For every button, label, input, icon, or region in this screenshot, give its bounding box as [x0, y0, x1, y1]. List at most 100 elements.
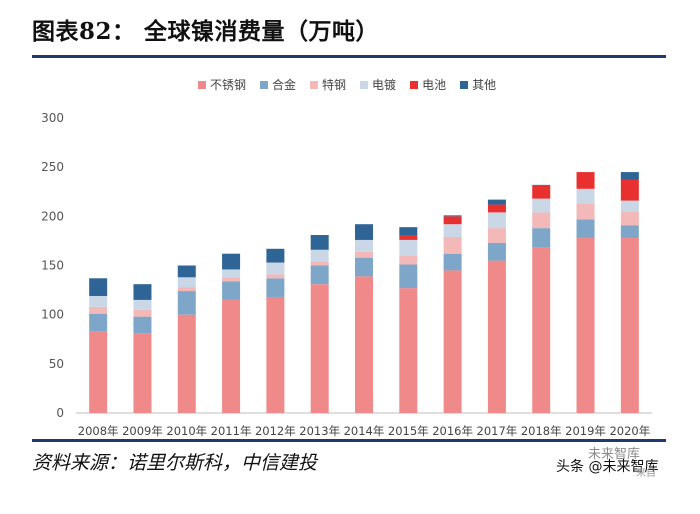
bar-segment-2	[310, 261, 329, 266]
legend-swatch	[310, 80, 319, 89]
bar-segment-1	[443, 253, 462, 271]
bar-segment-5	[310, 235, 329, 250]
bar-segment-0	[222, 299, 241, 413]
bar-segment-0	[355, 276, 373, 413]
y-tick-label: 0	[56, 406, 64, 420]
chart-title: 图表82： 全球镍消费量（万吨）	[32, 18, 380, 45]
bar-segment-2	[266, 274, 285, 279]
y-tick-label: 300	[41, 111, 64, 125]
x-tick-label: 2008年	[78, 424, 119, 438]
y-tick-label: 150	[41, 259, 64, 273]
bar-segment-3	[620, 200, 639, 212]
x-tick-label: 2011年	[211, 424, 252, 438]
bar-segment-4	[532, 185, 551, 199]
bar-segment-1	[266, 278, 285, 297]
legend-label: 不锈钢	[210, 78, 247, 92]
legend-swatch	[460, 80, 469, 89]
bar-segment-2	[399, 255, 418, 265]
bar-segment-5	[266, 248, 285, 263]
bar-segment-0	[177, 314, 196, 413]
x-tick-label: 2013年	[299, 424, 340, 438]
bar-segment-4	[576, 172, 595, 189]
footer-divider	[32, 439, 666, 442]
bar-segment-0	[576, 237, 595, 413]
bar-segment-2	[532, 212, 551, 229]
bar-segment-0	[532, 247, 551, 413]
bar-segment-3	[399, 239, 418, 256]
bar-segment-3	[532, 198, 551, 213]
x-tick-label: 2020年	[609, 424, 650, 438]
legend-label: 其他	[472, 78, 497, 92]
legend-item-5: 其他	[460, 76, 496, 93]
bar-segment-3	[310, 249, 329, 262]
x-tick-label: 2014年	[344, 424, 385, 438]
y-tick-label: 200	[41, 209, 64, 223]
bar-segment-1	[177, 291, 196, 315]
x-tick-label: 2019年	[565, 424, 606, 438]
legend-item-1: 合金	[260, 76, 296, 93]
bar-segment-2	[487, 228, 506, 243]
bar-segment-0	[443, 270, 462, 413]
bar-segment-3	[443, 224, 462, 237]
bar-segment-0	[620, 237, 639, 413]
bar-segment-1	[355, 257, 373, 277]
x-tick-label: 2017年	[477, 424, 518, 438]
x-tick-label: 2010年	[166, 424, 207, 438]
legend-swatch	[198, 80, 206, 89]
title-divider	[32, 55, 666, 58]
bar-segment-2	[355, 251, 373, 258]
bar-segment-1	[89, 313, 108, 332]
x-tick-label: 2012年	[255, 424, 296, 438]
bar-segment-5	[443, 215, 462, 217]
bar-segment-3	[487, 212, 506, 229]
bar-segment-3	[177, 277, 196, 288]
legend-swatch	[410, 80, 419, 89]
bar-segment-5	[620, 172, 639, 180]
y-tick-label: 100	[41, 308, 64, 322]
legend-label: 合金	[272, 78, 297, 92]
legend-label: 电池	[422, 78, 447, 92]
bar-segment-1	[133, 316, 152, 334]
bar-segment-0	[89, 331, 108, 413]
bar-segment-4	[399, 235, 418, 240]
bar-segment-5	[133, 284, 152, 300]
bar-segment-3	[576, 188, 595, 204]
watermark-sub: 来自	[636, 468, 656, 479]
bar-segment-0	[399, 288, 418, 413]
legend-label: 电镀	[372, 78, 397, 92]
bar-segment-3	[222, 269, 241, 278]
legend-item-4: 电池	[410, 76, 446, 93]
bar-segment-1	[532, 228, 551, 248]
bar-segment-0	[133, 333, 152, 413]
bar-segment-5	[177, 265, 196, 278]
bar-segment-5	[89, 278, 108, 296]
chart-legend: 不锈钢 合金 特钢 电镀 电池 其他	[198, 76, 496, 93]
bar-segment-1	[487, 242, 506, 261]
bar-segment-0	[266, 296, 285, 413]
bar-segment-5	[355, 224, 373, 240]
watermark-top: 未来智库	[588, 447, 641, 462]
bar-segment-2	[177, 287, 196, 292]
bar-segment-5	[487, 199, 506, 205]
legend-label: 特钢	[322, 78, 347, 92]
bar-segment-3	[355, 239, 373, 252]
x-tick-label: 2016年	[432, 424, 473, 438]
bar-segment-0	[310, 284, 329, 413]
bar-segment-4	[620, 179, 639, 201]
bar-segment-2	[576, 203, 595, 220]
watermark-main: 头条 @未来智库	[556, 459, 659, 475]
bar-segment-3	[266, 262, 285, 275]
x-tick-label: 2015年	[388, 424, 429, 438]
legend-item-2: 特钢	[310, 76, 346, 93]
bar-segment-0	[487, 260, 506, 413]
y-tick-label: 250	[41, 160, 64, 174]
legend-item-3: 电镀	[360, 76, 396, 93]
bar-segment-1	[310, 265, 329, 285]
bar-segment-2	[443, 236, 462, 254]
bar-segment-1	[576, 219, 595, 238]
bar-segment-5	[399, 227, 418, 236]
bar-segment-2	[222, 277, 241, 282]
bar-segment-2	[620, 211, 639, 226]
bar-segment-1	[399, 264, 418, 289]
